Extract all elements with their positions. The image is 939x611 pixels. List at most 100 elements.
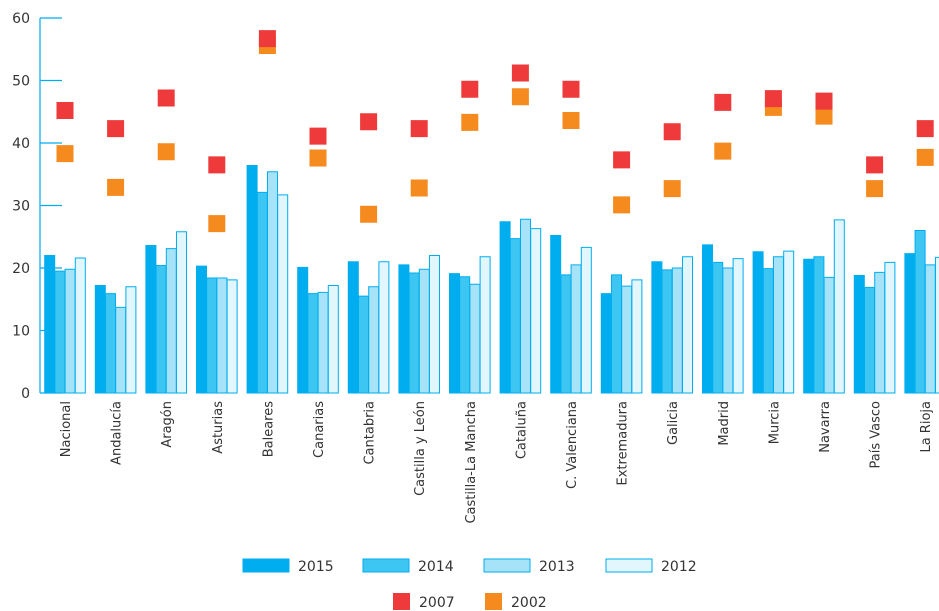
x-tick-label-castilla-y-leon: Castilla y León bbox=[413, 401, 428, 496]
x-tick-label-aragon: Aragón bbox=[160, 401, 175, 448]
legend-swatch-2007 bbox=[393, 593, 410, 610]
marker-2002-madrid bbox=[714, 142, 732, 160]
x-tick-label-asturias: Asturias bbox=[211, 401, 226, 454]
marker-2007-madrid bbox=[714, 93, 732, 111]
marker-2007-galicia bbox=[663, 123, 681, 141]
legend-label-2012: 2012 bbox=[661, 559, 697, 575]
bar-2014-castilla-la-mancha bbox=[459, 276, 471, 394]
bar-2013-castilla-la-mancha bbox=[469, 283, 481, 394]
legend-item-2013: 2013 bbox=[483, 558, 575, 575]
bar-2012-la-rioja bbox=[935, 256, 939, 394]
markers bbox=[56, 30, 934, 233]
marker-2002-canarias bbox=[309, 149, 327, 167]
bar-group-castilla-la-mancha bbox=[449, 256, 491, 394]
marker-2007-cataluna bbox=[511, 64, 529, 82]
y-tick-label: 30 bbox=[12, 199, 30, 215]
bar-group-baleares bbox=[246, 165, 289, 394]
bar-2015-aragon bbox=[145, 245, 157, 394]
bar-2015-cataluna bbox=[499, 221, 511, 394]
x-tick-label-pais-vasco: País Vasco bbox=[869, 401, 884, 469]
marker-2007-aragon bbox=[157, 89, 175, 107]
y-tick-label: 50 bbox=[12, 74, 30, 90]
marker-2002-cataluna bbox=[511, 88, 529, 106]
x-tick-label-nacional: Nacional bbox=[59, 401, 74, 457]
marker-2007-extremadura bbox=[613, 151, 631, 169]
marker-2007-castilla-la-mancha bbox=[461, 80, 479, 98]
legend-item-2014: 2014 bbox=[362, 558, 454, 575]
bar-2014-asturias bbox=[206, 277, 218, 394]
bar-2012-madrid bbox=[732, 258, 744, 394]
marker-2007-c-valenciana bbox=[562, 80, 580, 98]
bar-2013-cataluna bbox=[520, 218, 531, 394]
x-tick-label-baleares: Baleares bbox=[261, 401, 276, 458]
bar-group-murcia bbox=[752, 250, 795, 394]
bar-2012-andalucia bbox=[125, 286, 137, 394]
bar-2012-navarra bbox=[833, 219, 845, 394]
bar-2015-extremadura bbox=[600, 293, 612, 394]
marker-2007-la-rioja bbox=[916, 120, 934, 138]
legend-swatch-2002 bbox=[485, 593, 502, 610]
bar-2013-aragon bbox=[165, 248, 177, 394]
bar-2012-murcia bbox=[783, 250, 795, 394]
bar-group-castilla-y-leon bbox=[398, 255, 440, 394]
y-tick-label: 0 bbox=[21, 386, 30, 402]
bar-2013-madrid bbox=[722, 267, 734, 394]
bar-2014-galicia bbox=[661, 269, 673, 394]
x-tick-label-galicia: Galicia bbox=[666, 401, 681, 445]
bar-2012-nacional bbox=[74, 257, 86, 394]
bar-2013-c-valenciana bbox=[570, 264, 582, 394]
bar-2015-galicia bbox=[651, 261, 663, 394]
marker-2007-murcia bbox=[764, 90, 782, 108]
bar-group-nacional bbox=[44, 255, 86, 394]
bar-group-cantabria bbox=[347, 261, 390, 394]
bar-group-madrid bbox=[702, 244, 744, 394]
bar-2014-murcia bbox=[762, 268, 774, 394]
x-tick-label-c-valenciana: C. Valenciana bbox=[565, 401, 580, 489]
bar-group-galicia bbox=[651, 256, 693, 394]
legend-swatch-2012 bbox=[605, 558, 653, 573]
bar-2014-canarias bbox=[307, 293, 319, 394]
bar-2012-extremadura bbox=[631, 279, 643, 394]
bar-2014-la-rioja bbox=[914, 230, 926, 394]
bar-2015-c-valenciana bbox=[550, 235, 562, 394]
bar-group-andalucia bbox=[94, 285, 137, 394]
bar-group-la-rioja bbox=[904, 230, 939, 394]
marker-2002-andalucia bbox=[107, 178, 125, 196]
legend-item-2012: 2012 bbox=[605, 558, 697, 575]
bar-2012-castilla-y-leon bbox=[429, 255, 440, 394]
legend-swatch-2014 bbox=[362, 558, 410, 573]
marker-2007-baleares bbox=[258, 30, 276, 48]
bar-2012-canarias bbox=[327, 285, 339, 394]
bar-group-canarias bbox=[297, 266, 339, 394]
legend-label-2007: 2007 bbox=[419, 595, 455, 611]
bar-2015-asturias bbox=[196, 265, 207, 394]
legend-item-2015: 2015 bbox=[242, 558, 334, 575]
marker-2002-c-valenciana bbox=[562, 112, 580, 129]
bar-2013-canarias bbox=[317, 291, 329, 394]
bar-2013-extremadura bbox=[621, 285, 633, 394]
legend-label-2014: 2014 bbox=[418, 559, 454, 575]
bar-2015-pais-vasco bbox=[853, 275, 865, 394]
bar-2014-aragon bbox=[155, 265, 167, 394]
bar-2012-cantabria bbox=[378, 261, 390, 394]
bar-2015-castilla-y-leon bbox=[398, 264, 410, 394]
y-axis: 0 10 20 30 40 50 60 bbox=[12, 11, 62, 402]
bar-2014-andalucia bbox=[105, 293, 116, 394]
bar-group-cataluna bbox=[499, 218, 542, 394]
bar-group-extremadura bbox=[600, 274, 643, 394]
marker-2007-canarias bbox=[309, 127, 327, 145]
marker-2002-castilla-la-mancha bbox=[461, 113, 479, 131]
bars bbox=[44, 165, 939, 394]
x-tick-label-murcia: Murcia bbox=[767, 401, 782, 444]
marker-2007-castilla-y-leon bbox=[410, 120, 428, 138]
bar-2015-navarra bbox=[803, 258, 815, 394]
marker-2002-cantabria bbox=[360, 205, 378, 223]
bar-2014-baleares bbox=[256, 191, 268, 394]
bar-2014-madrid bbox=[712, 261, 724, 394]
bar-2013-baleares bbox=[267, 171, 278, 394]
bar-2013-navarra bbox=[823, 276, 835, 394]
x-tick-label-andalucia: Andalucía bbox=[110, 401, 125, 465]
bar-2014-extremadura bbox=[611, 274, 622, 394]
y-tick-label: 40 bbox=[12, 136, 30, 152]
